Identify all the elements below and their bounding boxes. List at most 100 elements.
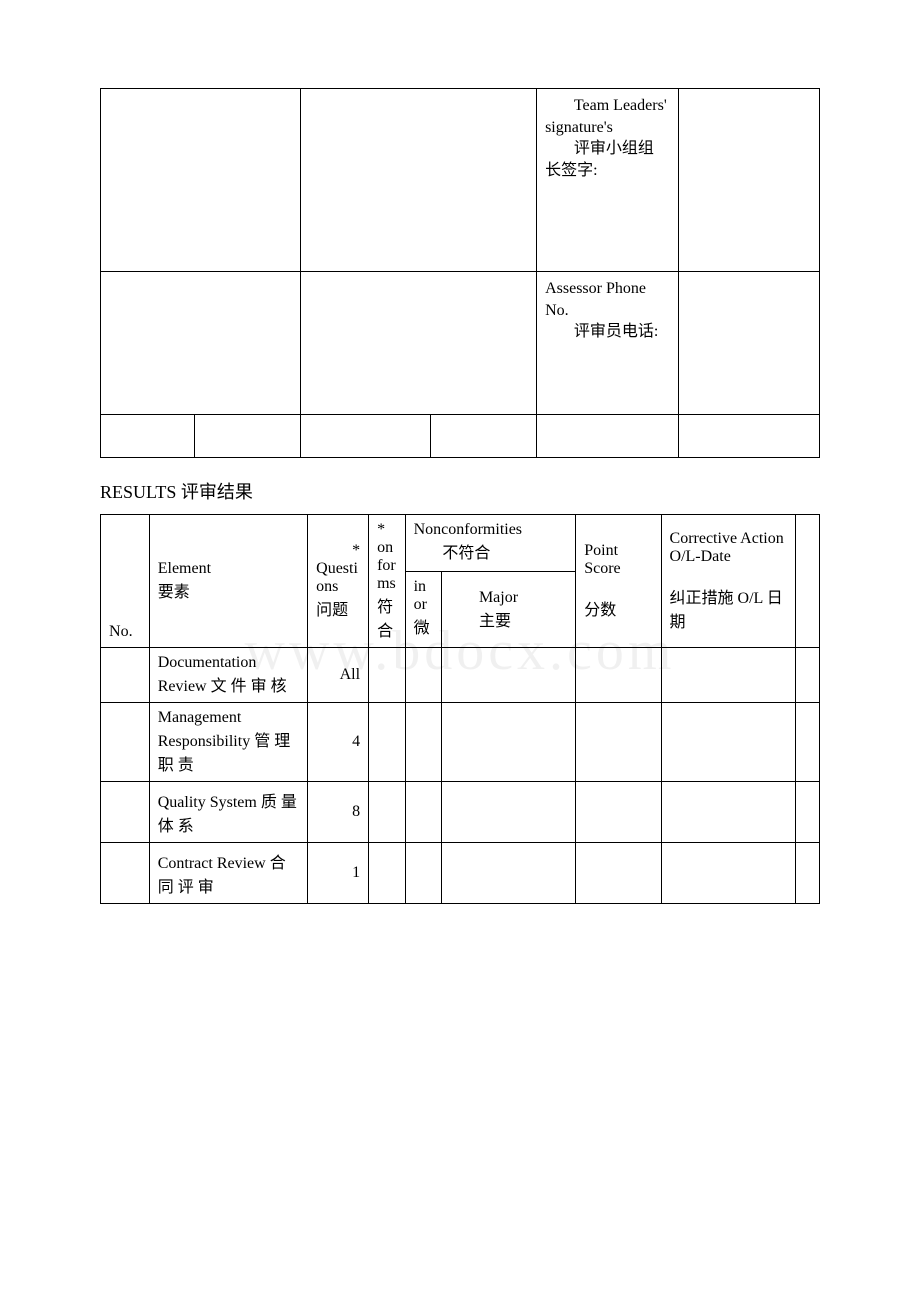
label-en: Point Score xyxy=(584,542,620,577)
cell-empty xyxy=(301,89,537,272)
cell-minor xyxy=(405,843,442,904)
cell-points xyxy=(576,843,661,904)
cell-empty xyxy=(195,415,301,458)
col-blank xyxy=(795,515,819,648)
cell-empty xyxy=(678,415,819,458)
cell-empty xyxy=(431,415,537,458)
label-en: Questions xyxy=(316,560,360,596)
table-row: Documentation Review 文 件 审 核 All xyxy=(101,648,820,703)
col-minor: inor 微 xyxy=(405,572,442,648)
label-en: N xyxy=(109,623,121,640)
cell-text: 8 xyxy=(352,803,360,820)
cell-no xyxy=(101,782,150,843)
cell-questions: 4 xyxy=(308,703,369,782)
cell-major xyxy=(442,782,576,843)
table-row: Quality System 质 量 体 系 8 xyxy=(101,782,820,843)
label-en: Major xyxy=(450,589,567,607)
cell-empty xyxy=(678,272,819,415)
cell-major xyxy=(442,843,576,904)
label-zh: 纠正措施 O/L 日期 xyxy=(670,590,783,631)
cell-points xyxy=(576,703,661,782)
label-en: onforms xyxy=(377,539,397,593)
label-zh: 符合 xyxy=(377,593,397,641)
label-en: Team Leaders' signature's xyxy=(545,95,669,138)
cell-major xyxy=(442,703,576,782)
cell-text: Documentation Review 文 件 审 核 xyxy=(158,654,287,695)
label-en: Element xyxy=(158,560,211,577)
label-zh: 分数 xyxy=(584,602,616,619)
table-row: Team Leaders' signature's 评审小组组长签字: xyxy=(101,89,820,272)
col-corrective: Corrective Action O/L-Date 纠正措施 O/L 日期 xyxy=(661,515,795,648)
label-en: Nonconformities xyxy=(414,521,522,538)
col-conforms: * onforms 符合 xyxy=(369,515,406,648)
cell-element: Contract Review 合 同 评 审 xyxy=(149,843,307,904)
results-title: RESULTS 评审结果 xyxy=(100,478,820,504)
cell-empty xyxy=(537,415,678,458)
cell-corrective xyxy=(661,782,795,843)
cell-empty xyxy=(678,89,819,272)
label-dot: o. xyxy=(121,623,133,640)
cell-minor xyxy=(405,703,442,782)
cell-blank xyxy=(795,648,819,703)
col-major: Major 主要 xyxy=(442,572,576,648)
assessor-phone-label: Assessor Phone No. 评审员电话: xyxy=(537,272,678,415)
label-zh: 问题 xyxy=(316,596,360,620)
col-points: Point Score 分数 xyxy=(576,515,661,648)
cell-questions: 1 xyxy=(308,843,369,904)
cell-no xyxy=(101,843,150,904)
cell-questions: 8 xyxy=(308,782,369,843)
cell-points xyxy=(576,648,661,703)
info-table: Team Leaders' signature's 评审小组组长签字: Asse… xyxy=(100,88,820,458)
cell-text: All xyxy=(340,666,360,683)
table-row: Management Responsibility 管 理 职 责 4 xyxy=(101,703,820,782)
cell-empty xyxy=(101,89,301,272)
label-en: Assessor Phone No. xyxy=(545,278,669,321)
cell-no xyxy=(101,648,150,703)
cell-element: Management Responsibility 管 理 职 责 xyxy=(149,703,307,782)
cell-empty xyxy=(301,272,537,415)
label-zh: 评审员电话: xyxy=(545,321,669,343)
cell-conforms xyxy=(369,782,406,843)
cell-conforms xyxy=(369,843,406,904)
label-zh: 主要 xyxy=(450,607,567,631)
table-row xyxy=(101,415,820,458)
page: www.bdocx.com Team Leaders' signature's … xyxy=(0,0,920,1302)
col-no: No. xyxy=(101,515,150,648)
cell-text: 1 xyxy=(352,864,360,881)
table-header-row: No. Element 要素 * Questions 问题 * onforms … xyxy=(101,515,820,572)
cell-minor xyxy=(405,648,442,703)
cell-element: Documentation Review 文 件 审 核 xyxy=(149,648,307,703)
cell-points xyxy=(576,782,661,843)
cell-corrective xyxy=(661,648,795,703)
cell-element: Quality System 质 量 体 系 xyxy=(149,782,307,843)
cell-corrective xyxy=(661,703,795,782)
team-leader-label: Team Leaders' signature's 评审小组组长签字: xyxy=(537,89,678,272)
results-table: No. Element 要素 * Questions 问题 * onforms … xyxy=(100,514,820,904)
table-row: Assessor Phone No. 评审员电话: xyxy=(101,272,820,415)
cell-blank xyxy=(795,782,819,843)
cell-empty xyxy=(101,272,301,415)
cell-text: 4 xyxy=(352,733,360,750)
label-en: Corrective Action O/L-Date xyxy=(670,530,784,565)
label-zh: 不符合 xyxy=(414,539,568,563)
cell-blank xyxy=(795,703,819,782)
cell-conforms xyxy=(369,648,406,703)
label-zh: 要素 xyxy=(158,578,299,602)
label-zh: 评审小组组长签字: xyxy=(545,138,669,181)
cell-text: Management Responsibility 管 理 职 责 xyxy=(158,709,290,774)
cell-empty xyxy=(301,415,431,458)
cell-corrective xyxy=(661,843,795,904)
cell-minor xyxy=(405,782,442,843)
col-questions: * Questions 问题 xyxy=(308,515,369,648)
cell-text: Quality System 质 量 体 系 xyxy=(158,794,297,835)
cell-text: Contract Review 合 同 评 审 xyxy=(158,855,286,896)
table-row: Contract Review 合 同 评 审 1 xyxy=(101,843,820,904)
label-zh: 微 xyxy=(414,614,434,638)
cell-conforms xyxy=(369,703,406,782)
cell-blank xyxy=(795,843,819,904)
label-en: inor xyxy=(414,578,434,614)
cell-empty xyxy=(101,415,195,458)
col-nonconformities: Nonconformities 不符合 xyxy=(405,515,576,572)
cell-major xyxy=(442,648,576,703)
col-element: Element 要素 xyxy=(149,515,307,648)
